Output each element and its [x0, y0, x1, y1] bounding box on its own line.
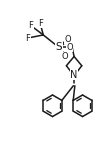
- Text: F: F: [38, 19, 43, 28]
- Text: F: F: [28, 21, 33, 30]
- Text: O: O: [66, 43, 73, 52]
- Text: S: S: [55, 42, 62, 52]
- Text: O: O: [65, 35, 71, 44]
- Text: N: N: [70, 70, 78, 80]
- Text: F: F: [25, 33, 30, 42]
- Text: O: O: [61, 52, 68, 61]
